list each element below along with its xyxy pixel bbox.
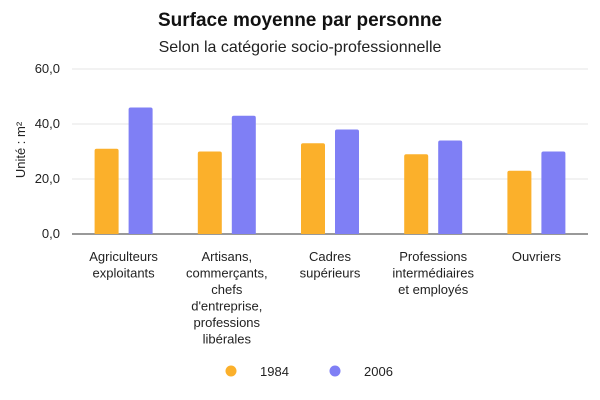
category-label-line: chefs [211,282,243,297]
category-label-line: Artisans, [202,249,253,264]
category-label-line: intermédiaires [392,266,474,281]
bar-2006-4 [541,151,566,234]
bar-1984-4 [507,170,532,234]
category-label: Agriculteurs exploitants [89,249,158,281]
legend-marker-2006 [329,365,341,377]
bar-1984-3 [404,154,429,234]
category-label: Professions intermédiaires et employés [392,249,474,297]
category-label-line: Cadres [309,249,351,264]
bars [94,107,566,234]
y-tick-label: 40,0 [35,116,60,131]
category-label-line: d'entreprise, [191,299,262,314]
category-label-line: professions [194,315,261,330]
bar-2006-1 [231,115,256,234]
y-tick-label: 60,0 [35,61,60,76]
bar-1984-0 [94,148,119,234]
category-label-line: exploitants [93,266,156,281]
category-label-line: commerçants, [186,266,268,281]
y-tick-label: 0,0 [42,226,60,241]
y-axis-label: Unité : m² [13,121,28,178]
category-label-line: Ouvriers [512,249,562,264]
chart-title: Surface moyenne par personne [158,10,442,31]
category-label: Cadres supérieurs [300,249,361,281]
bar-2006-2 [335,129,359,234]
chart-subtitle: Selon la catégorie socio-professionnelle [159,39,442,56]
category-label-line: Agriculteurs [89,249,158,264]
y-tick-label: 20,0 [35,171,60,186]
category-label: Ouvriers [512,249,562,264]
y-tick-labels: 0,0 20,0 40,0 60,0 [35,61,60,241]
bar-2006-0 [128,107,153,234]
category-label-line: Professions [399,249,467,264]
legend-marker-1984 [225,365,237,377]
category-label-line: et employés [398,282,469,297]
bar-1984-2 [301,143,325,234]
legend-label-1984: 1984 [260,364,289,379]
legend: 1984 2006 [225,364,393,379]
bar-2006-3 [438,140,463,234]
category-label: Artisans, commerçants, chefs d'entreprise, p… [186,249,268,347]
category-labels: Agriculteurs exploitants Artisans, commerça… [89,249,561,347]
grid-lines [72,68,588,235]
category-label-line: libérales [203,332,252,347]
legend-label-2006: 2006 [364,364,393,379]
bar-1984-1 [197,151,222,234]
category-label-line: supérieurs [300,266,361,281]
